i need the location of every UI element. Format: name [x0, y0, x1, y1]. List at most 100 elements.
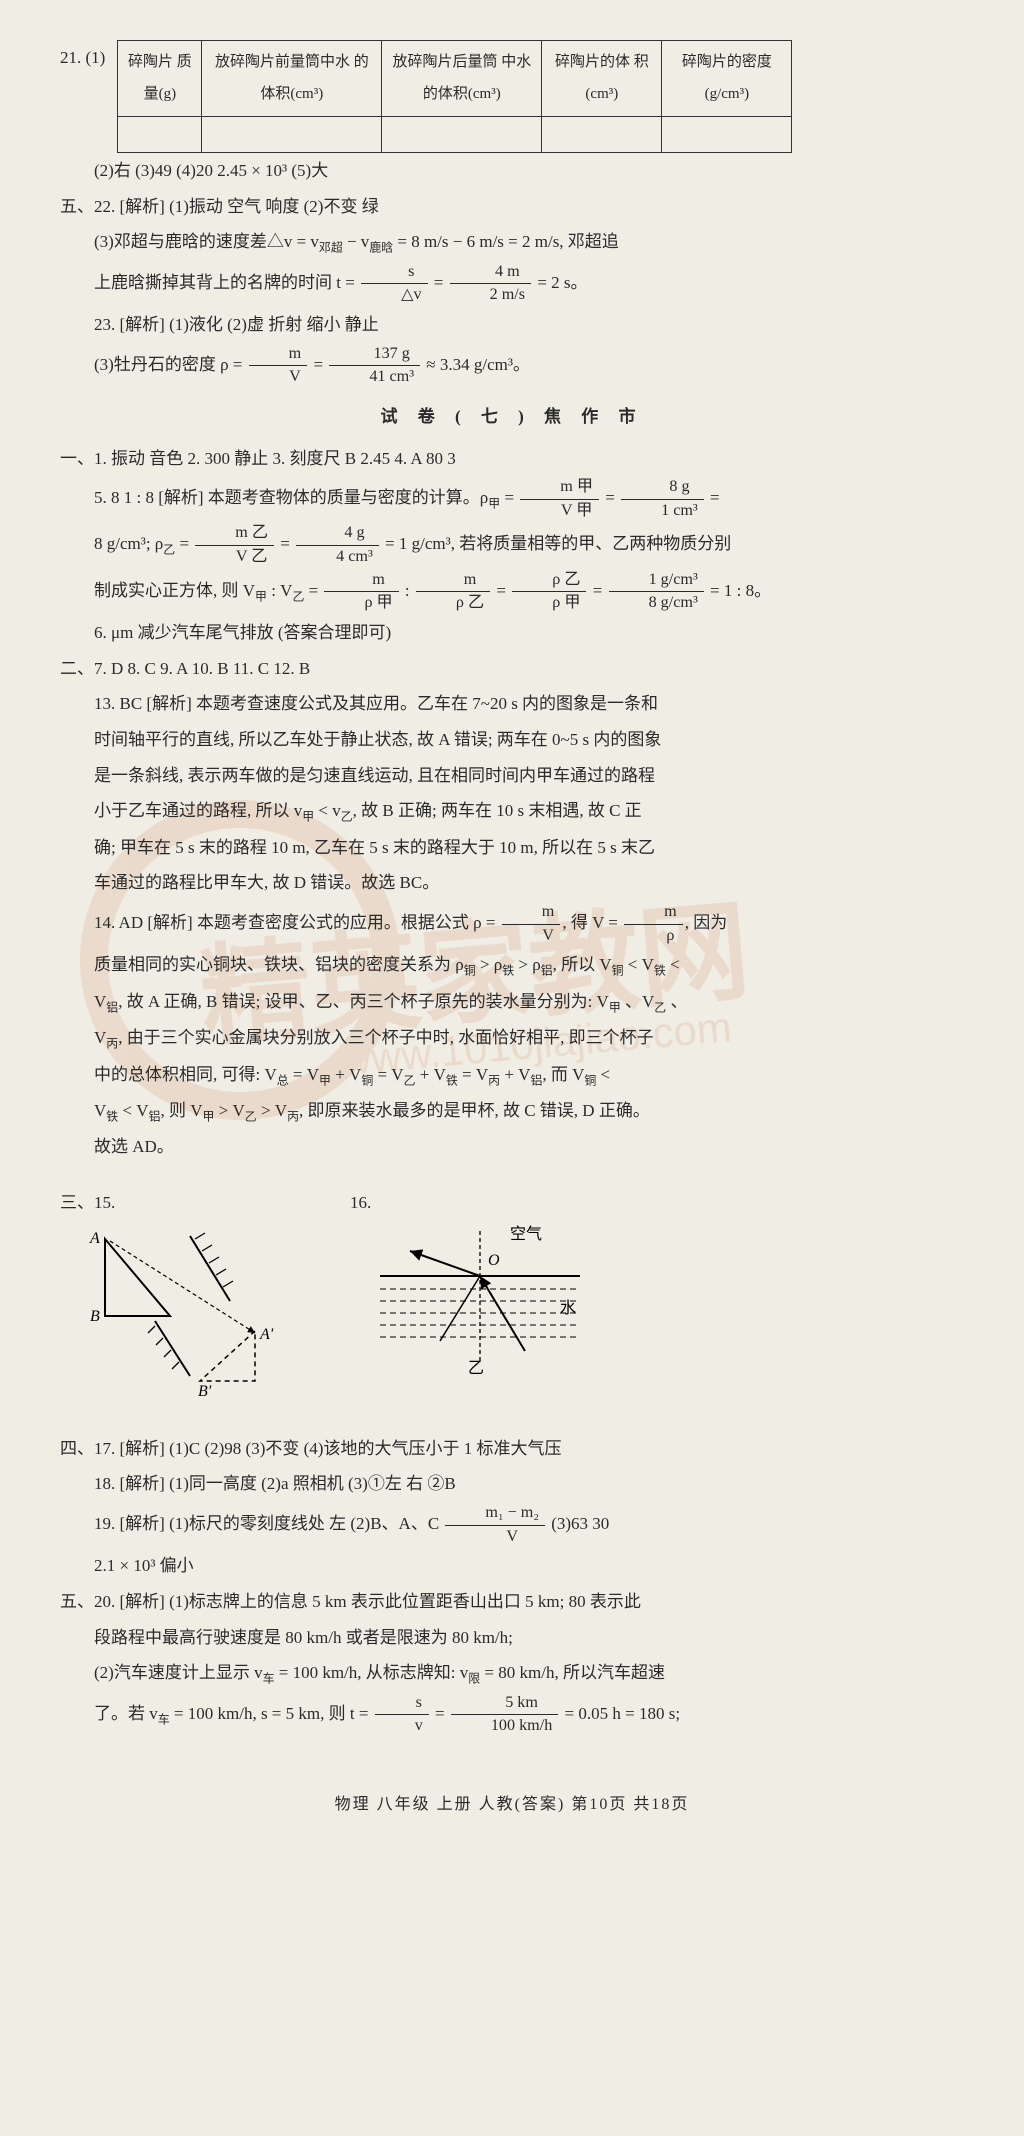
frac: m 甲V 甲: [520, 476, 599, 522]
sub: 鹿晗: [369, 241, 393, 255]
t: V: [94, 1028, 106, 1047]
s2-l14: 故选 AD。: [60, 1129, 964, 1165]
page-footer: 物理 八年级 上册 人教(答案) 第10页 共18页: [60, 1788, 964, 1822]
den: 2 m/s: [450, 284, 531, 307]
s2-l1: 二、7. D 8. C 9. A 10. B 11. C 12. B: [60, 651, 964, 687]
sub: 乙: [404, 1073, 416, 1087]
th-4: 碎陶片的体 积(cm³): [542, 41, 662, 117]
t: 5. 8 1 : 8 [解析] 本题考查物体的质量与密度的计算。ρ: [94, 488, 488, 507]
frac: m₁ − m₂V: [445, 1502, 545, 1548]
t: =: [431, 1704, 449, 1723]
t: =: [706, 488, 720, 507]
s4-l1: 四、17. [解析] (1)C (2)98 (3)不变 (4)该地的大气压小于 …: [60, 1431, 964, 1467]
t: + V: [331, 1065, 361, 1084]
sub: 铝: [541, 964, 553, 978]
t: : V: [267, 581, 293, 600]
sub: 邓超: [319, 241, 343, 255]
t: , 得 V =: [562, 913, 622, 932]
s4-l4: 2.1 × 10³ 偏小: [60, 1548, 964, 1584]
s2-l4: 是一条斜线, 表示两车做的是匀速直线运动, 且在相同时间内甲车通过的路程: [60, 758, 964, 794]
sub: 甲: [203, 1109, 215, 1123]
s1-l3: 8 g/cm³; ρ乙 = m 乙V 乙 = 4 g4 cm³ = 1 g/cm…: [60, 522, 964, 568]
t: 中的总体积相同, 可得: V: [94, 1065, 277, 1084]
t: =: [175, 535, 193, 554]
q21-l2: (2)右 (3)49 (4)20 2.45 × 10³ (5)大: [60, 153, 964, 189]
frac: sv: [375, 1692, 429, 1738]
frac: mV: [249, 343, 308, 389]
sub: 车: [158, 1712, 170, 1726]
t: , 即原来装水最多的是甲杯, 故 C 错误, D 正确。: [299, 1101, 650, 1120]
den: ρ: [624, 925, 683, 948]
t: = 80 km/h, 所以汽车超速: [480, 1663, 665, 1682]
t: (2)汽车速度计上显示 v: [94, 1663, 263, 1682]
s2-l11: V丙, 由于三个实心金属块分别放入三个杯子中时, 水面恰好相平, 即三个杯子: [60, 1020, 964, 1056]
sub: 甲: [302, 810, 314, 824]
num: m 乙: [195, 522, 274, 546]
sub: 铁: [502, 964, 514, 978]
sub: 铝: [149, 1109, 161, 1123]
t: (3)邓超与鹿晗的速度差△v = v: [94, 232, 319, 251]
t: (3)63 30: [547, 1514, 609, 1533]
t: (3)牡丹石的密度 ρ =: [94, 355, 247, 374]
sub: 总: [277, 1073, 289, 1087]
t: = 100 km/h, 从标志牌知: v: [274, 1663, 468, 1682]
sub: 铜: [612, 964, 624, 978]
s2-l10: V铝, 故 A 正确, B 错误; 设甲、乙、丙三个杯子原先的装水量分别为: V…: [60, 984, 964, 1020]
t: = V: [289, 1065, 319, 1084]
t: =: [601, 488, 619, 507]
t: = V: [458, 1065, 488, 1084]
t: > ρ: [514, 955, 541, 974]
frac: ρ 乙ρ 甲: [512, 569, 586, 615]
t: =: [492, 581, 510, 600]
t: = 100 km/h, s = 5 km, 则 t =: [170, 1704, 373, 1723]
fig15-svg: A B A' B': [60, 1221, 290, 1401]
fig15: 三、15. A B: [60, 1185, 290, 1401]
sub: 乙: [292, 589, 304, 603]
t: = 1 g/cm³, 若将质量相等的甲、乙两种物质分别: [381, 535, 731, 554]
labelAp: A': [259, 1326, 274, 1343]
t: , 由于三个实心金属块分别放入三个杯子中时, 水面恰好相平, 即三个杯子: [118, 1028, 654, 1047]
frac: mρ 乙: [416, 569, 490, 615]
t: =: [430, 273, 448, 292]
water-label: 水: [560, 1299, 576, 1317]
s2-l8: 14. AD [解析] 本题考查密度公式的应用。根据公式 ρ = mV, 得 V…: [60, 901, 964, 947]
num: m₁ − m₂: [445, 1502, 545, 1526]
num: ρ 乙: [512, 569, 586, 593]
t: , 所以 V: [553, 955, 612, 974]
den: V 甲: [520, 500, 599, 523]
labelB: B: [90, 1308, 100, 1325]
den: △v: [361, 284, 427, 307]
s4-l3: 19. [解析] (1)标尺的零刻度线处 左 (2)B、A、C m₁ − m₂V…: [60, 1502, 964, 1548]
t: 8 g/cm³; ρ: [94, 535, 163, 554]
s2-l12: 中的总体积相同, 可得: V总 = V甲 + V铜 = V乙 + V铁 = V丙…: [60, 1057, 964, 1093]
sub: 丙: [287, 1109, 299, 1123]
den: 4 cm³: [296, 546, 379, 569]
den: V 乙: [195, 546, 274, 569]
t: 质量相同的实心铜块、铁块、铝块的密度关系为 ρ: [94, 955, 464, 974]
fig15-label: 三、15.: [60, 1193, 115, 1212]
t: < V: [624, 955, 654, 974]
labelBp: B': [198, 1383, 212, 1400]
sub: 甲: [609, 1000, 621, 1014]
t: > V: [214, 1101, 244, 1120]
t: = 1 : 8。: [706, 581, 771, 600]
t: 19. [解析] (1)标尺的零刻度线处 左 (2)B、A、C: [94, 1514, 443, 1533]
num: m: [502, 901, 561, 925]
s2-l13: V铁 < V铝, 则 V甲 > V乙 > V丙, 即原来装水最多的是甲杯, 故 …: [60, 1093, 964, 1129]
frac: mρ 甲: [324, 569, 398, 615]
sub: 铝: [106, 1000, 118, 1014]
num: s: [375, 1692, 429, 1716]
den: 41 cm³: [329, 366, 420, 389]
t: 小于乙车通过的路程, 所以 v: [94, 801, 302, 820]
frac: mV: [502, 901, 561, 947]
num: 4 g: [296, 522, 379, 546]
s5-l1: 五、20. [解析] (1)标志牌上的信息 5 km 表示此位置距香山出口 5 …: [60, 1584, 964, 1620]
sub: 铜: [464, 964, 476, 978]
sub: 车: [263, 1672, 275, 1686]
t: = V: [373, 1065, 403, 1084]
sub: 乙: [654, 1000, 666, 1014]
labelYi: 乙: [468, 1360, 484, 1377]
t: < v: [314, 801, 341, 820]
s5-l3: (2)汽车速度计上显示 v车 = 100 km/h, 从标志牌知: v限 = 8…: [60, 1655, 964, 1691]
num: m: [249, 343, 308, 367]
